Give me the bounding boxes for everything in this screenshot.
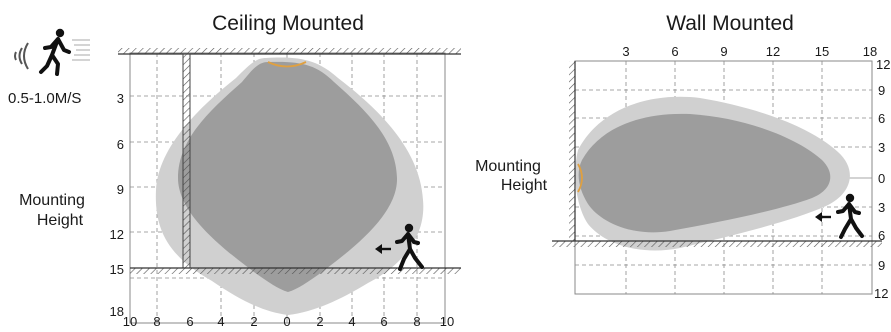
svg-text:3: 3: [622, 44, 629, 59]
svg-text:8: 8: [413, 314, 420, 327]
wall-y-ticks: 12 9 6 3 0 3 6 9 12: [874, 57, 890, 301]
ceiling-y-ticks: 3 6 9 12 15 18: [110, 91, 124, 319]
svg-text:2: 2: [316, 314, 323, 327]
svg-text:3: 3: [117, 91, 124, 106]
wall-wall: [552, 61, 882, 247]
svg-text:12: 12: [876, 57, 890, 72]
svg-text:6: 6: [117, 137, 124, 152]
svg-text:4: 4: [348, 314, 355, 327]
svg-text:0: 0: [878, 171, 885, 186]
svg-text:10: 10: [440, 314, 454, 327]
svg-text:6: 6: [671, 44, 678, 59]
wall-walker-icon: [836, 193, 864, 239]
svg-text:9: 9: [878, 83, 885, 98]
ceiling-mounting-label-line1: Mounting: [19, 192, 85, 209]
svg-text:12: 12: [766, 44, 780, 59]
arrow-left-icon: [375, 244, 391, 254]
ceiling-wall: [118, 48, 461, 274]
svg-text:3: 3: [878, 200, 885, 215]
ceiling-sensor-icon: [267, 61, 307, 68]
wall-detection-zone-inner: [578, 113, 831, 233]
wall-arrow-left-icon: [815, 212, 831, 222]
svg-text:6: 6: [878, 228, 885, 243]
wall-title: Wall Mounted: [666, 12, 794, 35]
svg-text:9: 9: [878, 258, 885, 273]
wall-sensor-icon: [577, 163, 583, 193]
ceiling-x-ticks: 10 8 6 4 2 0 2 4 6 8 10: [123, 314, 454, 329]
wall-mounting-label-line2: Height: [501, 177, 548, 194]
ceiling-title: Ceiling Mounted: [212, 12, 364, 35]
svg-text:12: 12: [874, 286, 888, 301]
svg-text:12: 12: [110, 227, 124, 242]
svg-text:3: 3: [878, 140, 885, 155]
svg-text:6: 6: [878, 111, 885, 126]
svg-text:15: 15: [110, 262, 124, 277]
svg-text:6: 6: [186, 314, 193, 327]
svg-text:18: 18: [863, 44, 877, 59]
svg-text:2: 2: [250, 314, 257, 327]
svg-text:0: 0: [283, 314, 290, 327]
svg-text:4: 4: [217, 314, 224, 327]
ceiling-detection-zone-inner: [178, 61, 398, 292]
walking-person-icon: [39, 28, 90, 76]
speed-label: 0.5-1.0M/S: [8, 90, 81, 107]
wall-x-ticks: 3 6 9 12 15 18: [622, 44, 877, 59]
wall-mounting-label-line1: Mounting: [475, 158, 541, 175]
svg-text:9: 9: [720, 44, 727, 59]
svg-text:8: 8: [153, 314, 160, 327]
svg-text:9: 9: [117, 182, 124, 197]
ceiling-walker-icon: [395, 223, 424, 271]
ceiling-mounting-label-line2: Height: [37, 212, 84, 229]
svg-text:18: 18: [110, 304, 124, 319]
svg-text:6: 6: [380, 314, 387, 327]
svg-text:10: 10: [123, 314, 137, 327]
svg-text:15: 15: [815, 44, 829, 59]
motion-sensor-icon: [14, 42, 29, 70]
